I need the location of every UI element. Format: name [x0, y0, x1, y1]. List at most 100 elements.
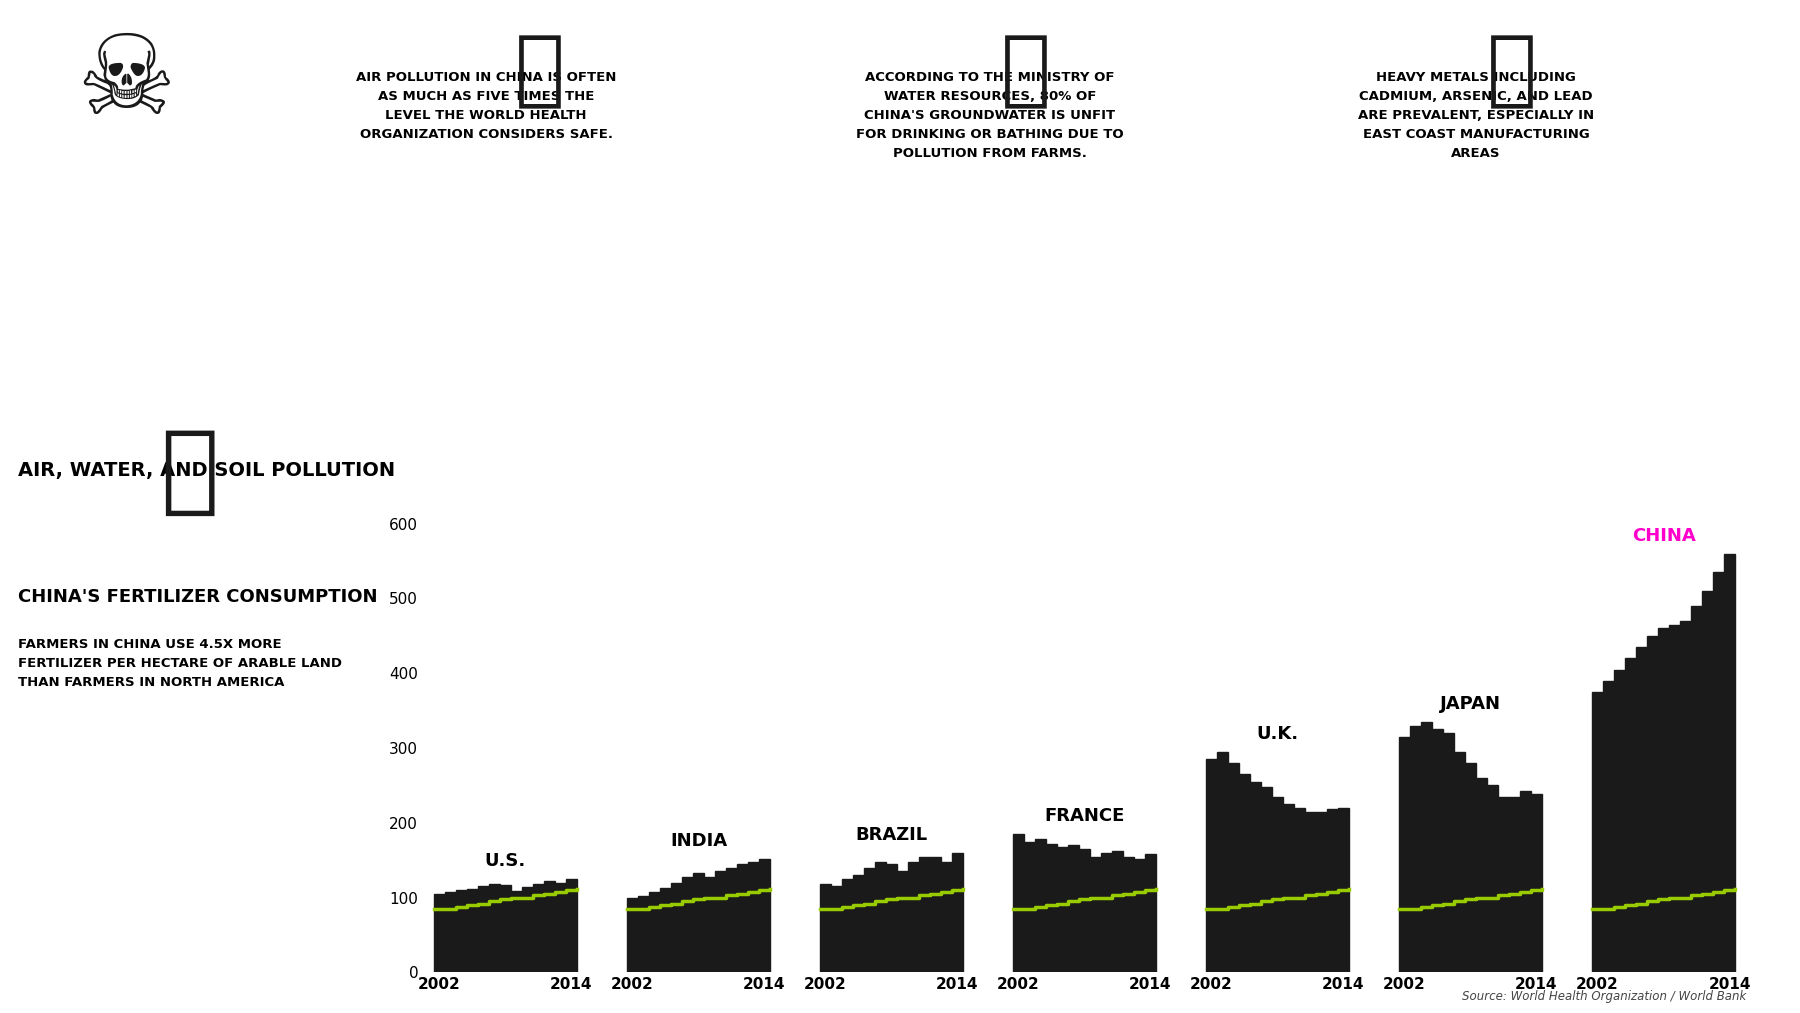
Bar: [1679, 621, 1690, 972]
Text: U.S.: U.S.: [484, 852, 526, 870]
Bar: [1498, 796, 1508, 972]
Text: HEAVY METALS INCLUDING
CADMIUM, ARSENIC, AND LEAD
ARE PREVALENT, ESPECIALLY IN
E: HEAVY METALS INCLUDING CADMIUM, ARSENIC,…: [1357, 71, 1595, 160]
Bar: [1294, 808, 1305, 972]
Bar: [1532, 794, 1543, 972]
Bar: [1316, 811, 1327, 972]
Bar: [1091, 857, 1102, 972]
Bar: [1273, 796, 1283, 972]
Bar: [1658, 628, 1669, 972]
Bar: [554, 882, 565, 972]
Bar: [941, 862, 952, 972]
Bar: [907, 862, 918, 972]
Bar: [1476, 778, 1487, 972]
Bar: [749, 862, 760, 972]
Bar: [864, 868, 875, 972]
Bar: [671, 882, 682, 972]
Bar: [725, 868, 736, 972]
Text: U.K.: U.K.: [1256, 725, 1298, 743]
Bar: [886, 864, 896, 972]
Bar: [1238, 774, 1249, 972]
Bar: [952, 853, 963, 972]
Bar: [920, 857, 931, 972]
Bar: [1615, 670, 1625, 972]
Bar: [715, 871, 725, 972]
Bar: [1145, 854, 1156, 972]
Bar: [1262, 787, 1273, 972]
Bar: [533, 884, 544, 972]
Bar: [468, 888, 477, 972]
Bar: [490, 884, 500, 972]
Bar: [1444, 733, 1454, 972]
Text: 🚶: 🚶: [1487, 30, 1537, 111]
Text: 🏭: 🏭: [515, 30, 565, 111]
Bar: [1604, 681, 1615, 972]
Bar: [434, 893, 445, 972]
Bar: [661, 888, 671, 972]
Bar: [639, 897, 648, 972]
Bar: [682, 876, 693, 972]
Bar: [1521, 791, 1530, 972]
Bar: [1228, 763, 1238, 972]
Bar: [445, 891, 455, 972]
Bar: [565, 879, 576, 972]
Bar: [1465, 763, 1476, 972]
Text: FRANCE: FRANCE: [1044, 807, 1125, 826]
Bar: [1206, 760, 1217, 972]
Bar: [544, 881, 554, 972]
Bar: [1337, 808, 1348, 972]
Bar: [896, 871, 907, 972]
Bar: [511, 891, 522, 972]
Text: INDIA: INDIA: [670, 832, 727, 850]
Bar: [1217, 752, 1228, 972]
Bar: [1251, 782, 1260, 972]
Bar: [1112, 851, 1123, 972]
Bar: [853, 875, 864, 972]
Bar: [1647, 636, 1658, 972]
Bar: [1636, 647, 1647, 972]
Bar: [1035, 840, 1046, 972]
Bar: [1134, 859, 1145, 972]
Bar: [1724, 553, 1735, 972]
Bar: [1067, 845, 1078, 972]
Bar: [693, 873, 704, 972]
Bar: [1080, 849, 1089, 972]
Text: CHINA'S FERTILIZER CONSUMPTION: CHINA'S FERTILIZER CONSUMPTION: [18, 588, 378, 606]
Text: BRAZIL: BRAZIL: [855, 826, 927, 844]
Bar: [1487, 785, 1498, 972]
Bar: [1703, 591, 1714, 972]
Bar: [1046, 844, 1057, 972]
Bar: [479, 886, 490, 972]
Bar: [1409, 725, 1420, 972]
Bar: [1454, 752, 1465, 972]
Bar: [1692, 606, 1703, 972]
Bar: [1102, 853, 1112, 972]
Bar: [1399, 736, 1409, 972]
Text: 💊: 💊: [1001, 30, 1051, 111]
Text: JAPAN: JAPAN: [1440, 695, 1501, 713]
Text: ACCORDING TO THE MINISTRY OF
WATER RESOURCES, 80% OF
CHINA'S GROUNDWATER IS UNFI: ACCORDING TO THE MINISTRY OF WATER RESOU…: [857, 71, 1123, 160]
Text: AIR POLLUTION IN CHINA IS OFTEN
AS MUCH AS FIVE TIMES THE
LEVEL THE WORLD HEALTH: AIR POLLUTION IN CHINA IS OFTEN AS MUCH …: [356, 71, 616, 141]
Bar: [1422, 722, 1433, 972]
Bar: [1508, 796, 1519, 972]
Bar: [1013, 834, 1024, 972]
Text: 🎒: 🎒: [160, 425, 218, 519]
Bar: [842, 879, 853, 972]
Bar: [736, 864, 747, 972]
Bar: [931, 857, 941, 972]
Bar: [1625, 658, 1636, 972]
Bar: [832, 886, 842, 972]
Bar: [1669, 625, 1679, 972]
Text: CHINA: CHINA: [1631, 527, 1696, 545]
Bar: [522, 887, 533, 972]
Bar: [1593, 692, 1604, 972]
Bar: [821, 884, 832, 972]
Bar: [875, 862, 886, 972]
Bar: [1057, 847, 1067, 972]
Text: Source: World Health Organization / World Bank: Source: World Health Organization / Worl…: [1462, 990, 1746, 1003]
Text: ☠: ☠: [76, 30, 176, 138]
Bar: [1024, 842, 1035, 972]
Bar: [455, 890, 466, 972]
Bar: [1327, 809, 1337, 972]
Bar: [626, 898, 637, 972]
Bar: [500, 885, 511, 972]
